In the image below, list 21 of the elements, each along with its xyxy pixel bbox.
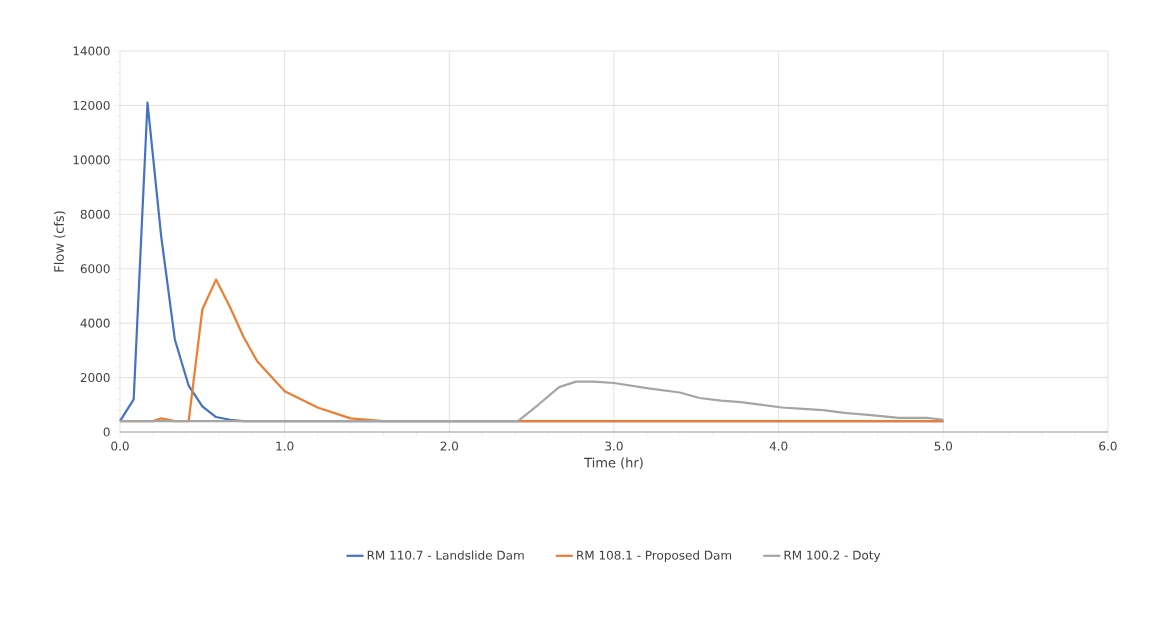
legend-label: RM 110.7 - Landslide Dam (367, 550, 524, 560)
y-tick-label: 2000 (80, 373, 110, 383)
y-tick-label: 6000 (80, 264, 110, 274)
y-tick-label: 8000 (80, 209, 110, 219)
legend-label: RM 100.2 - Doty (784, 550, 881, 562)
x-tick-label: 6.0 (1099, 441, 1117, 451)
y-tick-label: 12000 (73, 100, 110, 110)
legend-label: RM 108.1 - Proposed Dam (577, 550, 732, 563)
x-tick-label: 5.0 (934, 441, 953, 451)
x-tick-label: 2.0 (440, 441, 459, 451)
y-tick-label: 4000 (80, 318, 110, 328)
y-tick-label: 0 (103, 427, 110, 437)
y-axis-title: Flow (cfs) (53, 211, 66, 272)
x-axis-title: Time (hr) (584, 457, 643, 470)
y-tick-label: 10000 (73, 155, 110, 165)
x-tick-label: 1.0 (276, 441, 294, 451)
x-tick-label: 4.0 (769, 441, 788, 451)
line-series (118, 380, 945, 423)
x-tick-label: 3.0 (605, 441, 623, 451)
x-tick-label: 0.0 (111, 441, 129, 451)
y-tick-label: 14000 (73, 46, 110, 56)
